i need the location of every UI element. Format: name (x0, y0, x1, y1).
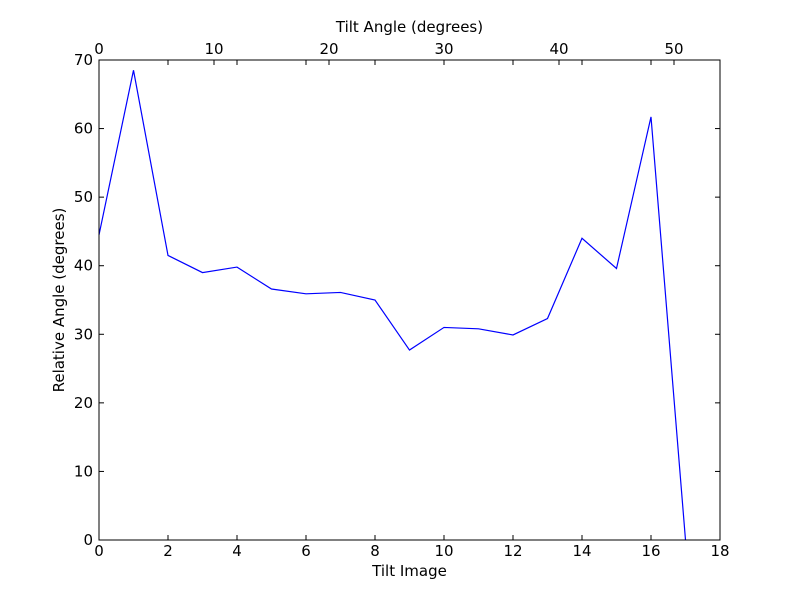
y-tick-label: 30 (74, 325, 93, 343)
x-axis-label: Tilt Image (371, 562, 447, 580)
x-tick-label: 12 (503, 542, 522, 560)
y-tick-label: 20 (74, 394, 93, 412)
y-tick-label: 0 (83, 531, 93, 549)
top-x-tick-label: 50 (664, 40, 683, 58)
x-tick-label: 18 (710, 542, 729, 560)
x-tick-label: 0 (94, 542, 104, 560)
top-x-axis-label: Tilt Angle (degrees) (335, 18, 483, 36)
top-x-tick-label: 20 (319, 40, 338, 58)
y-tick-label: 70 (74, 51, 93, 69)
y-tick-label: 40 (74, 257, 93, 275)
y-axis-label: Relative Angle (degrees) (50, 208, 68, 393)
top-x-tick-label: 30 (434, 40, 453, 58)
top-x-tick-label: 0 (94, 40, 104, 58)
x-tick-label: 10 (434, 542, 453, 560)
x-tick-label: 14 (572, 542, 591, 560)
x-tick-label: 8 (370, 542, 380, 560)
y-tick-label: 60 (74, 120, 93, 138)
x-tick-label: 4 (232, 542, 242, 560)
x-tick-label: 2 (163, 542, 173, 560)
y-tick-label: 50 (74, 188, 93, 206)
x-tick-label: 16 (641, 542, 660, 560)
x-tick-label: 6 (301, 542, 311, 560)
top-x-tick-label: 40 (549, 40, 568, 58)
y-tick-label: 10 (74, 462, 93, 480)
top-x-tick-label: 10 (204, 40, 223, 58)
